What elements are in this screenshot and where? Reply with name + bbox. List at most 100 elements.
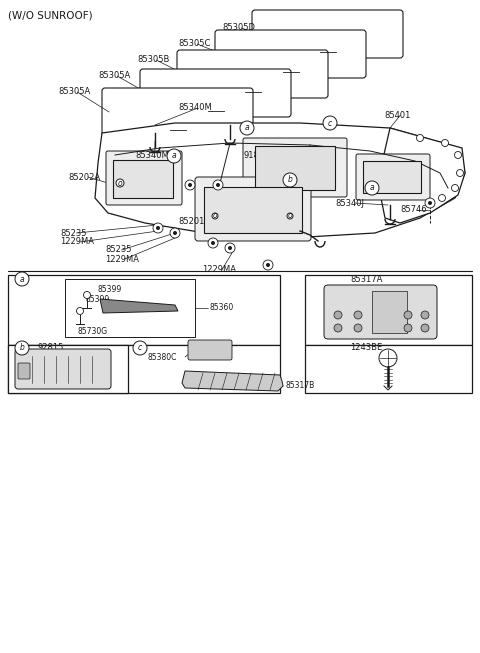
Text: 85305A: 85305A bbox=[98, 71, 130, 80]
Text: 85746: 85746 bbox=[400, 206, 427, 214]
Text: 1243BE: 1243BE bbox=[350, 343, 382, 353]
Text: o: o bbox=[213, 212, 217, 221]
Bar bbox=[65, 279, 195, 337]
Text: 85235: 85235 bbox=[105, 246, 132, 255]
Circle shape bbox=[379, 349, 397, 367]
Bar bbox=[204, 187, 302, 233]
Text: a: a bbox=[245, 123, 249, 133]
Circle shape bbox=[15, 341, 29, 355]
Circle shape bbox=[15, 272, 29, 286]
Text: 85360: 85360 bbox=[210, 304, 234, 313]
Polygon shape bbox=[380, 128, 465, 223]
Circle shape bbox=[323, 116, 337, 130]
Circle shape bbox=[455, 151, 461, 159]
Bar bbox=[305, 345, 472, 393]
FancyBboxPatch shape bbox=[15, 349, 111, 389]
Circle shape bbox=[283, 173, 297, 187]
Circle shape bbox=[442, 140, 448, 146]
Circle shape bbox=[84, 291, 91, 298]
Text: 85340M: 85340M bbox=[178, 103, 212, 112]
Polygon shape bbox=[182, 371, 283, 391]
Circle shape bbox=[156, 226, 160, 230]
Circle shape bbox=[354, 311, 362, 319]
Polygon shape bbox=[100, 299, 178, 313]
Text: 85202A: 85202A bbox=[68, 172, 100, 182]
Text: c: c bbox=[328, 118, 332, 127]
Circle shape bbox=[213, 180, 223, 190]
Text: 85317A: 85317A bbox=[350, 274, 383, 283]
Text: 1229MA: 1229MA bbox=[202, 266, 236, 274]
Text: 85305C: 85305C bbox=[178, 39, 210, 48]
FancyBboxPatch shape bbox=[252, 10, 403, 58]
Text: 1229MA: 1229MA bbox=[60, 238, 94, 246]
Text: 85305B: 85305B bbox=[137, 54, 169, 63]
Text: 85399: 85399 bbox=[97, 285, 121, 295]
Text: b: b bbox=[288, 176, 292, 185]
Circle shape bbox=[170, 228, 180, 238]
Circle shape bbox=[173, 231, 177, 235]
Circle shape bbox=[334, 324, 342, 332]
Circle shape bbox=[167, 149, 181, 163]
FancyBboxPatch shape bbox=[356, 154, 430, 200]
FancyBboxPatch shape bbox=[177, 50, 328, 98]
Circle shape bbox=[417, 135, 423, 142]
Bar bbox=[8, 345, 280, 393]
Circle shape bbox=[266, 263, 270, 267]
Circle shape bbox=[365, 181, 379, 195]
FancyBboxPatch shape bbox=[18, 363, 30, 379]
Circle shape bbox=[225, 243, 235, 253]
Circle shape bbox=[212, 213, 218, 219]
FancyBboxPatch shape bbox=[243, 138, 347, 197]
Circle shape bbox=[211, 241, 215, 245]
FancyBboxPatch shape bbox=[324, 285, 437, 339]
FancyBboxPatch shape bbox=[106, 151, 182, 205]
Text: 85401: 85401 bbox=[384, 110, 410, 119]
Circle shape bbox=[404, 324, 412, 332]
Polygon shape bbox=[95, 123, 465, 238]
Circle shape bbox=[263, 260, 273, 270]
Circle shape bbox=[428, 201, 432, 205]
Circle shape bbox=[240, 121, 254, 135]
Text: o: o bbox=[118, 178, 122, 187]
Bar bbox=[372, 291, 407, 333]
Text: a: a bbox=[172, 151, 176, 161]
Text: 85340J: 85340J bbox=[335, 199, 364, 208]
Circle shape bbox=[216, 183, 220, 187]
Circle shape bbox=[452, 185, 458, 191]
Text: 91800C: 91800C bbox=[243, 150, 275, 159]
FancyBboxPatch shape bbox=[140, 69, 291, 117]
Bar bbox=[305, 275, 472, 345]
Circle shape bbox=[188, 183, 192, 187]
Circle shape bbox=[208, 238, 218, 248]
Circle shape bbox=[404, 311, 412, 319]
Text: a: a bbox=[20, 274, 24, 283]
Circle shape bbox=[228, 246, 232, 250]
Bar bbox=[8, 345, 128, 393]
Circle shape bbox=[456, 170, 464, 176]
Circle shape bbox=[116, 179, 124, 187]
Text: 85399: 85399 bbox=[85, 295, 109, 304]
Text: 85235: 85235 bbox=[60, 229, 86, 238]
Bar bbox=[363, 161, 421, 193]
FancyBboxPatch shape bbox=[188, 340, 232, 360]
Text: 85305A: 85305A bbox=[58, 86, 90, 95]
Circle shape bbox=[76, 308, 84, 315]
Text: b: b bbox=[20, 343, 24, 353]
Bar bbox=[8, 275, 280, 345]
Text: 92815: 92815 bbox=[38, 343, 64, 353]
FancyBboxPatch shape bbox=[215, 30, 366, 78]
Text: o: o bbox=[288, 212, 292, 221]
Text: c: c bbox=[138, 343, 142, 353]
Text: 85380C: 85380C bbox=[148, 353, 178, 362]
Circle shape bbox=[334, 311, 342, 319]
Circle shape bbox=[185, 180, 195, 190]
Text: 85340M: 85340M bbox=[135, 150, 169, 159]
Text: 85201A: 85201A bbox=[178, 217, 210, 225]
Text: 85730G: 85730G bbox=[78, 326, 108, 336]
Circle shape bbox=[133, 341, 147, 355]
Text: a: a bbox=[370, 183, 374, 193]
Text: 85305D: 85305D bbox=[222, 22, 255, 31]
Bar bbox=[113, 160, 173, 198]
Text: 85340L: 85340L bbox=[272, 219, 303, 227]
Circle shape bbox=[354, 324, 362, 332]
